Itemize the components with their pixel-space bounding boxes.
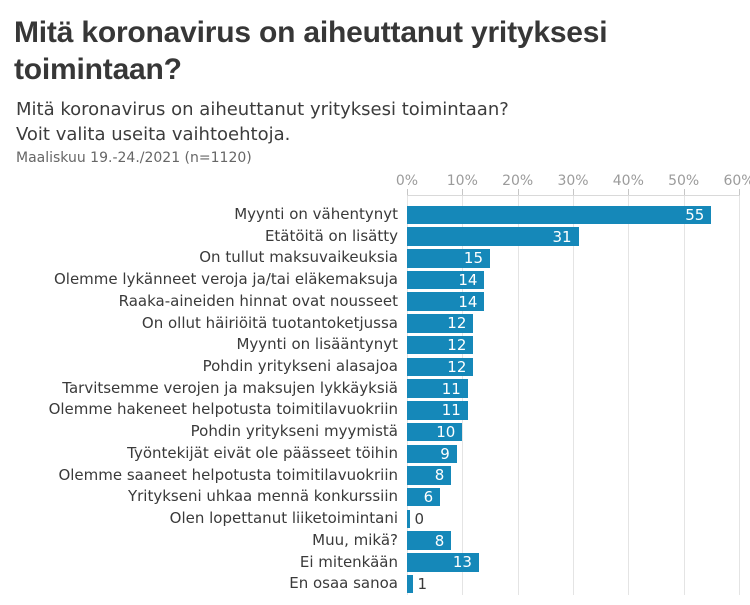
value-label: 55 [685,205,705,224]
category-label: Pohdin yritykseni myymistä [190,422,398,441]
axis-tick-label: 10% [446,173,478,189]
value-label: 11 [441,379,461,398]
value-label: 10 [436,423,456,442]
bar: 15 [407,249,490,268]
bar: 6 [407,487,441,507]
category-label: Raaka-aineiden hinnat ovat nousseet [118,291,398,310]
bar-row: Muu, mikä? 8 [0,530,750,552]
bar-row: Raaka-aineiden hinnat ovat nousseet 14 [0,291,750,313]
bar-row: On ollut häiriöitä tuotantoketjussa 12 [0,313,750,335]
bar-row: Olen lopettanut liiketoimintani 0 [0,508,750,530]
bar: 8 [407,466,452,485]
category-label: Etätöitä on lisätty [264,226,398,245]
tick-mark [573,189,574,196]
category-label: Työntekijät eivät ole päässeet töihin [127,443,398,462]
bar-row: Olemme hakeneet helpotusta toimitilavuok… [0,399,750,421]
category-label: Ei mitenkään [299,552,398,571]
x-axis-line [407,195,740,196]
bar-row: Pohdin yritykseni alasajoa 12 [0,356,750,378]
value-label: 14 [458,271,478,289]
category-label: En osaa sanoa [289,574,398,593]
value-label: 31 [552,227,572,246]
category-label: Tarvitsemme verojen ja maksujen lykkäyks… [62,378,398,397]
tick-mark [517,189,519,196]
bar: 12 [407,335,474,355]
bar: 13 [407,553,479,572]
bar: 9 [407,444,457,463]
chart-subtitle: Mitä koronavirus on aiheuttanut yritykse… [16,99,509,145]
tick-mark [683,189,685,196]
category-label: Myynti on vähentynyt [234,205,398,223]
tick-mark [739,189,740,196]
gridline [573,196,574,595]
value-label: 8 [434,466,445,485]
category-label: Olemme lykänneet veroja ja/tai eläkemaks… [53,270,398,289]
bar-row: Pohdin yritykseni myymistä 10 [0,421,750,443]
bar-row: On tullut maksuvaikeuksia 15 [0,247,750,269]
bar-row: Etätöitä on lisätty 31 [0,226,750,248]
value-label: 0 [414,509,425,528]
sample-note: Maaliskuu 19.-24./2021 (n=1120) [16,150,252,166]
bar-rows: Myynti on vähentynyt 55 Etätöitä on lisätt… [0,204,750,596]
page-title: Mitä koronavirus on aiheuttanut yritykse… [14,16,608,86]
bar-row: Myynti on vähentynyt 55 [0,204,750,226]
bar: 12 [407,357,474,377]
value-label: 12 [447,314,467,333]
tick-mark [407,189,408,196]
axis-tick-label: 40% [612,173,644,189]
bar-row: Työntekijät eivät ole päässeet töihin 9 [0,443,750,465]
gridline [517,196,519,595]
bar-row: Yritykseni uhkaa mennä konkurssiin 6 [0,486,750,508]
bar-row: Myynti on lisääntynyt 12 [0,334,750,356]
category-label: Olen lopettanut liiketoimintani [169,509,398,528]
bar: 55 [407,205,712,225]
bar-row: Olemme saaneet helpotusta toimitilavuokr… [0,465,750,487]
tick-mark [462,189,464,196]
axis-tick-label: 60% [723,173,750,189]
value-label: 13 [452,553,472,572]
category-label: Muu, mikä? [312,530,398,549]
value-label: 8 [434,531,445,550]
bar [407,509,410,529]
bar-row: Tarvitsemme verojen ja maksujen lykkäyks… [0,378,750,400]
category-label: Olemme hakeneet helpotusta toimitilavuok… [48,400,398,419]
value-label: 9 [440,444,450,463]
bar: 12 [407,314,474,333]
value-label: 6 [423,488,434,507]
bar: 11 [407,401,468,420]
category-label: On ollut häiriöitä tuotantoketjussa [141,313,398,332]
bar-row: En osaa sanoa 1 [0,573,750,595]
value-label: 12 [447,336,467,355]
value-label: 1 [417,574,428,593]
value-label: 12 [447,357,467,376]
tick-mark [628,189,630,196]
category-label: Myynti on lisääntynyt [236,335,398,354]
axis-tick-label: 30% [557,173,589,189]
gridline [683,196,685,595]
gridline [628,196,630,595]
x-axis-labels: 0% 10% 20% 30% 40% 50% 60% [396,173,750,191]
value-label: 11 [441,401,461,420]
axis-tick-label: 20% [502,173,534,189]
bar [407,574,413,594]
x-axis-ticks [407,189,740,196]
category-label: On tullut maksuvaikeuksia [199,248,398,267]
axis-tick-label: 50% [668,173,700,189]
bar-row: Olemme lykänneet veroja ja/tai eläkemaks… [0,269,750,291]
value-label: 15 [463,249,483,268]
bar: 31 [407,227,579,246]
category-label: Pohdin yritykseni alasajoa [202,357,398,376]
bar: 14 [407,270,485,290]
bar-row: Ei mitenkään 13 [0,552,750,574]
category-label: Olemme saaneet helpotusta toimitilavuokr… [58,465,398,484]
bar: 8 [407,531,452,550]
gridline [739,196,740,595]
bar: 14 [407,292,485,311]
bar: 10 [407,422,463,442]
category-label: Yritykseni uhkaa mennä konkurssiin [127,487,398,506]
bar: 11 [407,379,468,398]
axis-tick-label: 0% [395,173,419,189]
value-label: 14 [458,292,478,311]
